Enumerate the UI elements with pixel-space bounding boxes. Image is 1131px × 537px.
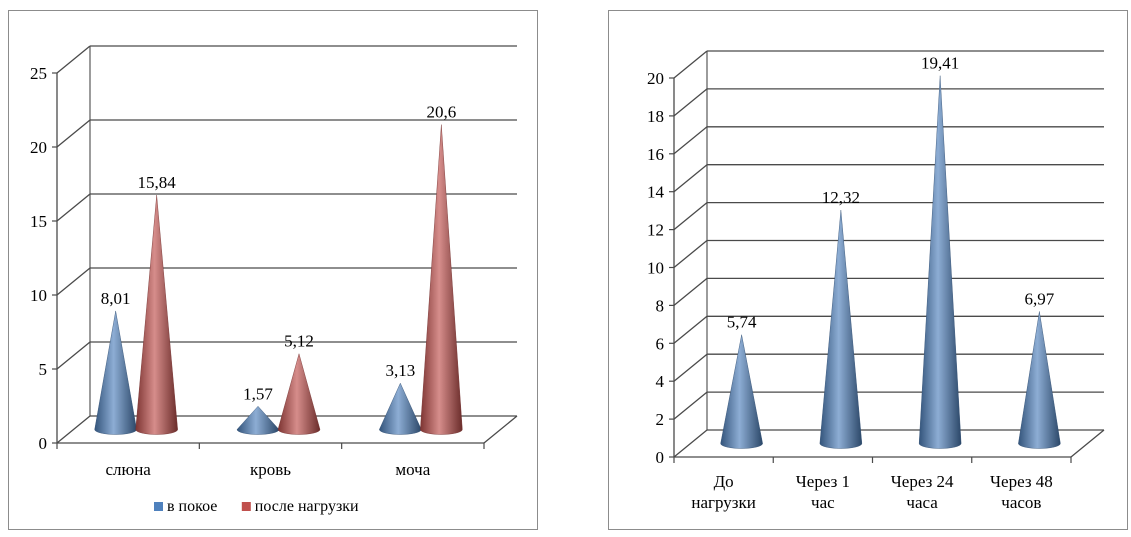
gridline-diagonal: [673, 353, 708, 382]
y-tick-label: 6: [656, 334, 665, 353]
cone-bar: [135, 195, 178, 435]
gridline-diagonal: [673, 391, 708, 420]
x-tick-label: Через 48: [990, 472, 1053, 491]
data-label: 6,97: [1025, 289, 1055, 308]
y-tick-label: 0: [39, 434, 48, 453]
y-tick-label: 15: [30, 212, 47, 231]
data-label: 19,41: [921, 54, 959, 73]
cone-bar: [819, 210, 863, 449]
gridline-diagonal: [56, 119, 91, 148]
y-tick-label: 0: [656, 448, 665, 467]
cone-chart-left: 0 5 10 15 20 25 8,01 15,84 слюна 1,57 5,12 кровь 3,1…: [30, 45, 518, 515]
floor-right-edge: [483, 415, 518, 444]
gridline-diagonal: [673, 164, 708, 193]
cone-bar: [1018, 311, 1061, 449]
legend-swatch: [154, 502, 163, 511]
data-label: 12,32: [822, 188, 860, 207]
cone-bar: [277, 352, 321, 435]
gridline-diagonal: [673, 429, 708, 458]
x-tick-label: Через 24: [891, 472, 954, 491]
chart-panel-left: 0 5 10 15 20 25 8,01 15,84 слюна 1,57 5,12 кровь 3,1…: [8, 10, 538, 530]
x-tick-label: часов: [1001, 493, 1041, 512]
x-tick-label: До: [714, 472, 734, 491]
gridline-diagonal: [56, 193, 91, 222]
gridline-diagonal: [673, 50, 708, 79]
cone-bar: [236, 405, 280, 435]
gridline-diagonal: [673, 277, 708, 306]
y-tick-label: 5: [39, 360, 48, 379]
data-label: 1,57: [243, 384, 273, 403]
y-tick-label: 14: [647, 183, 665, 202]
x-tick-label: кровь: [250, 460, 291, 479]
gridline-diagonal: [673, 126, 708, 155]
y-tick-label: 20: [30, 138, 47, 157]
cone-bar: [918, 75, 962, 449]
gridline-diagonal: [56, 45, 91, 74]
legend-swatch: [241, 502, 251, 511]
y-tick-label: 25: [30, 64, 47, 83]
data-label: 3,13: [385, 361, 415, 380]
y-tick-label: 18: [647, 107, 664, 126]
x-tick-label: моча: [395, 460, 430, 479]
x-tick-label: час: [811, 493, 835, 512]
gridline-diagonal: [673, 239, 708, 269]
gridline-diagonal: [56, 267, 91, 296]
cone-bar: [94, 310, 137, 435]
cone-bar: [720, 334, 763, 449]
y-tick-label: 10: [647, 259, 664, 278]
y-tick-label: 12: [647, 221, 664, 240]
cone-bar: [420, 124, 463, 435]
data-label: 20,6: [426, 103, 456, 122]
x-tick-label: Через 1: [796, 472, 850, 491]
x-tick-label: часа: [906, 493, 938, 512]
data-label: 15,84: [138, 173, 177, 192]
x-tick-label: нагрузки: [691, 493, 755, 512]
gridline-diagonal: [56, 341, 91, 370]
data-label: 8,01: [101, 289, 131, 308]
y-tick-label: 16: [647, 145, 664, 164]
y-tick-label: 2: [656, 410, 665, 429]
chart-panel-right: 0 2 4 6 8 10 12 14 16 18 20 5,74 До нагрузки 12,32 Чере…: [608, 10, 1128, 530]
y-tick-label: 8: [656, 296, 665, 315]
gridline-diagonal: [673, 315, 708, 344]
gridline-diagonal: [673, 202, 708, 231]
legend-label: в покое: [167, 498, 217, 515]
cone-bar: [379, 382, 422, 435]
floor-right-edge: [1070, 429, 1105, 458]
y-tick-label: 10: [30, 286, 47, 305]
gridline-diagonal: [56, 415, 91, 444]
legend-label: после нагрузки: [255, 498, 359, 515]
data-label: 5,12: [284, 332, 314, 351]
gridline-diagonal: [673, 88, 708, 117]
cone-chart-right: 0 2 4 6 8 10 12 14 16 18 20 5,74 До нагрузки 12,32 Чере…: [647, 50, 1105, 512]
x-tick-label: слюна: [105, 460, 151, 479]
y-tick-label: 4: [656, 372, 665, 391]
y-tick-label: 20: [647, 69, 664, 88]
data-label: 5,74: [727, 313, 757, 332]
